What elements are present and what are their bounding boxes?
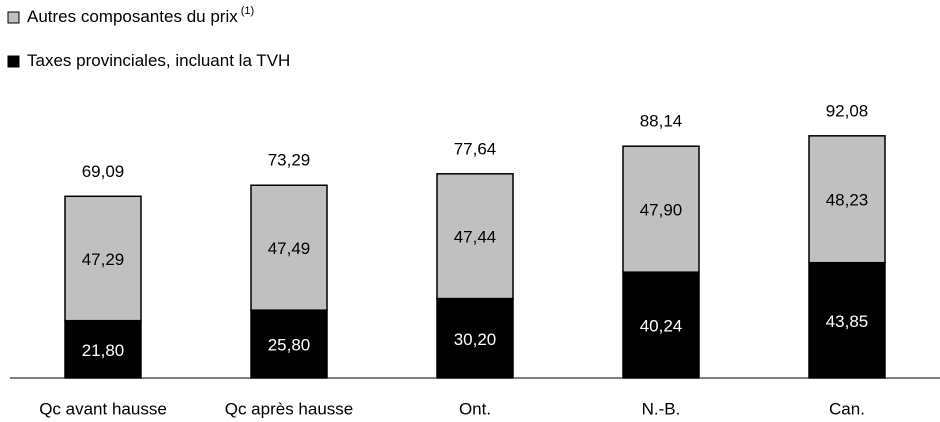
- value-label: 47,29: [82, 250, 125, 269]
- bar-segment: [64, 195, 142, 322]
- bar-segment: [64, 319, 142, 379]
- bar-segment: [250, 184, 328, 311]
- value-label: 47,44: [454, 228, 497, 247]
- bar-segment: [622, 145, 700, 273]
- value-label: 30,20: [454, 330, 497, 349]
- legend-label: Autres composantes du prix (1): [27, 5, 254, 27]
- x-tick-label: Qc avant hausse: [39, 399, 167, 418]
- bar-segment: [436, 173, 514, 300]
- value-label: 25,80: [268, 336, 311, 355]
- total-label: 77,64: [454, 139, 497, 158]
- total-label: 88,14: [640, 112, 683, 131]
- value-label: 40,24: [640, 317, 683, 336]
- total-label: 73,29: [268, 151, 311, 170]
- legend-text: Autres composantes du prix: [27, 7, 238, 26]
- value-label: 47,90: [640, 201, 683, 220]
- legend-swatch: [7, 11, 20, 24]
- value-label: 43,85: [826, 312, 869, 331]
- legend-swatch: [7, 55, 20, 68]
- x-tick-label: Ont.: [459, 399, 491, 418]
- legend-text: Taxes provinciales, incluant la TVH: [27, 51, 290, 70]
- x-tick-label: Can.: [829, 399, 865, 418]
- value-label: 47,49: [268, 239, 311, 258]
- x-tick-label: N.-B.: [642, 399, 681, 418]
- legend-note: (1): [241, 5, 254, 17]
- legend-label: Taxes provinciales, incluant la TVH: [27, 51, 290, 70]
- total-label: 69,09: [82, 162, 125, 181]
- x-tick-label: Qc après hausse: [225, 399, 354, 418]
- bar-segment: [808, 135, 886, 264]
- value-label: 21,80: [82, 341, 125, 360]
- total-label: 92,08: [826, 101, 869, 120]
- value-label: 48,23: [826, 191, 869, 210]
